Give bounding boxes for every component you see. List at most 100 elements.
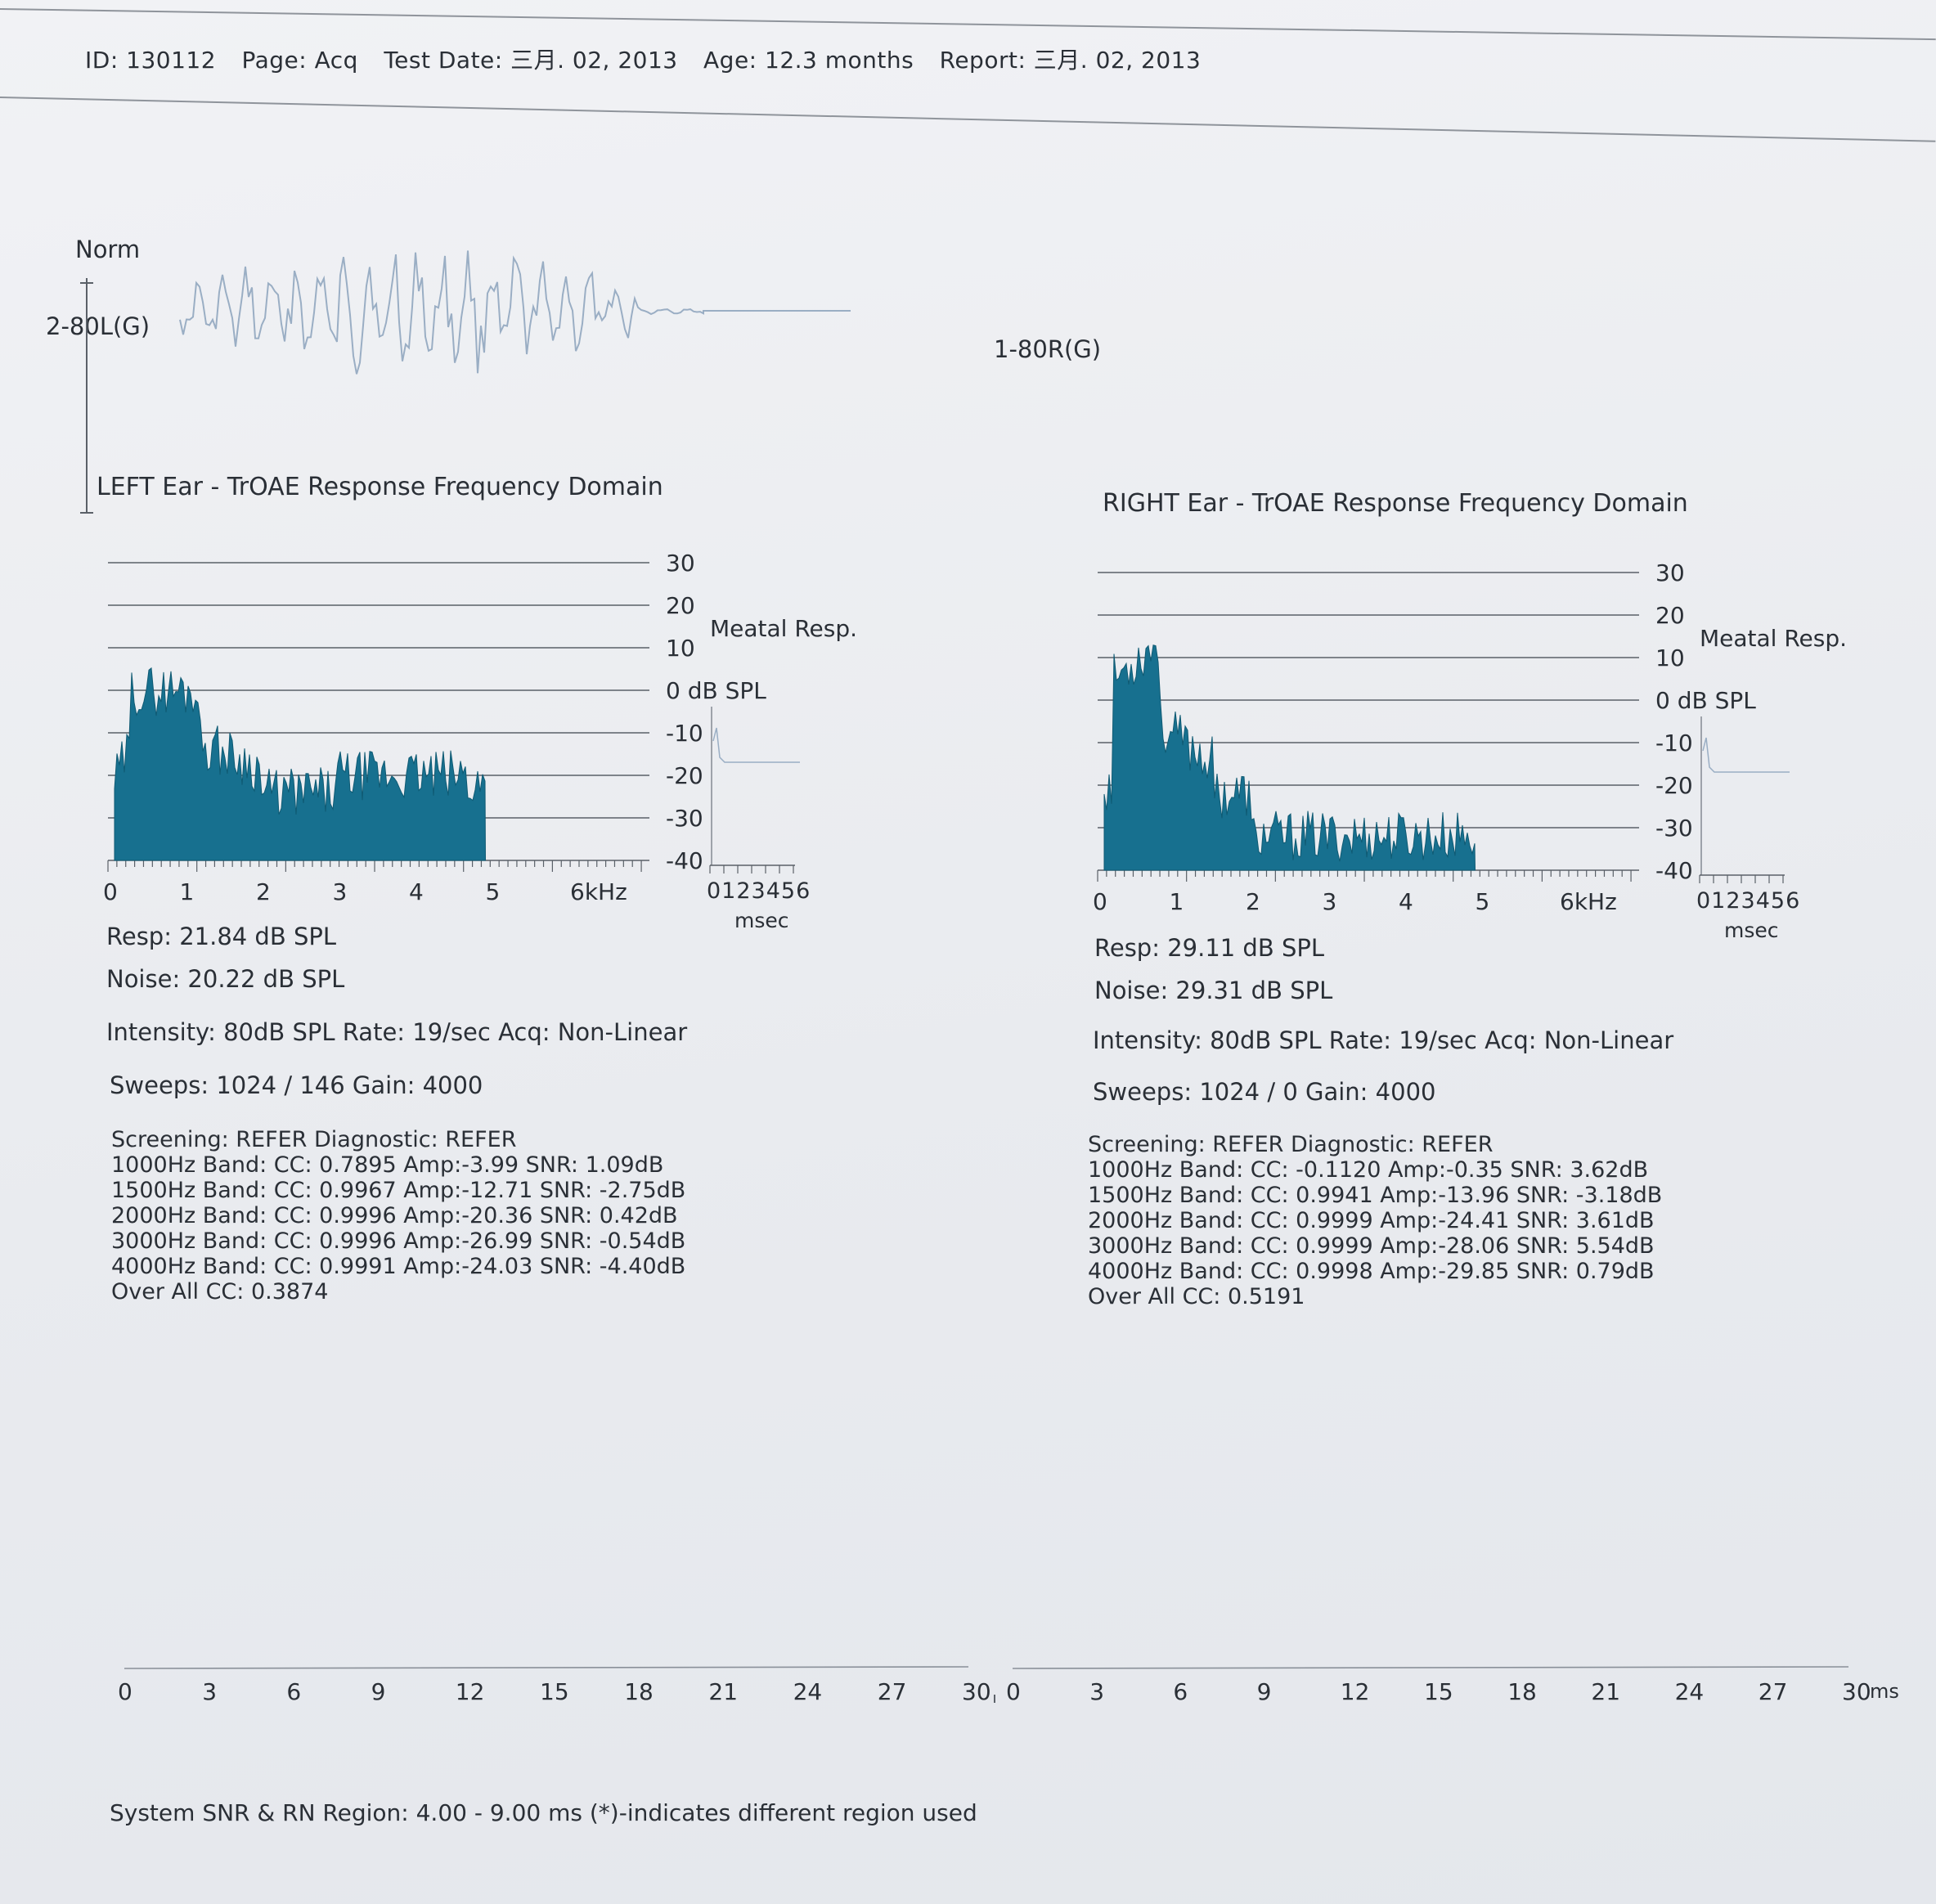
left-time-axis-tick-label: 3 <box>202 1678 217 1705</box>
right-time-axis-tick-label: 15 <box>1424 1678 1453 1705</box>
header-rule-bottom <box>0 97 1936 142</box>
meatal-tick-labels: 0123456 <box>707 878 811 904</box>
y-tick-label: 10 <box>666 635 695 662</box>
left-time-axis-tick-label: 9 <box>371 1678 386 1705</box>
meatal-unit: msec <box>1724 918 1779 942</box>
right-time-axis-line <box>1012 1666 1849 1669</box>
left-noise: Noise: 20.22 dB SPL <box>106 965 345 993</box>
y-tick-label: -20 <box>666 762 703 789</box>
x-tick-label: 2 <box>256 878 271 905</box>
meatal-label: Meatal Resp. <box>1700 625 1847 652</box>
x-tick-label: 6kHz <box>570 878 627 905</box>
right-band-4000: 4000Hz Band: CC: 0.9998 Amp:-29.85 SNR: … <box>1088 1259 1655 1284</box>
right-noise: Noise: 29.31 dB SPL <box>1094 977 1333 1004</box>
header-rule-top <box>0 8 1936 41</box>
right-time-axis-tick-label: 18 <box>1507 1678 1537 1705</box>
y-tick-label: -10 <box>1655 730 1693 757</box>
y-tick-label: 20 <box>1655 602 1685 629</box>
right-band-results: Screening: REFER Diagnostic: REFER 1000H… <box>1088 1132 1662 1309</box>
waveform-axis-foot <box>80 512 93 514</box>
right-frequency-chart: 30 20 10 0 dB SPL -10 -20 -30 -40 0 1 2 3 4 5 6kHz Meat… <box>1093 559 1847 942</box>
left-sweeps: Sweeps: 1024 / 146 Gain: 4000 <box>110 1071 483 1099</box>
right-time-axis-tick-label: 30 <box>1842 1678 1871 1705</box>
footer-note: System SNR & RN Region: 4.00 - 9.00 ms (… <box>110 1799 977 1826</box>
meatal-tick-labels: 0123456 <box>1696 888 1800 914</box>
y-tick-label: 0 dB SPL <box>666 677 766 704</box>
left-time-axis-tick-label: 30 <box>962 1678 991 1705</box>
right-time-axis-tick-label: 21 <box>1591 1678 1620 1705</box>
x-tick-label: 4 <box>409 878 424 905</box>
left-band-3000: 3000Hz Band: CC: 0.9996 Amp:-26.99 SNR: … <box>111 1228 686 1254</box>
x-tick-label: 3 <box>1323 888 1337 915</box>
left-intensity: Intensity: 80dB SPL Rate: 19/sec Acq: No… <box>106 1018 688 1046</box>
right-band-2000: 2000Hz Band: CC: 0.9999 Amp:-24.41 SNR: … <box>1088 1208 1655 1233</box>
left-band-results: Screening: REFER Diagnostic: REFER 1000H… <box>111 1127 685 1305</box>
x-tick-label: 0 <box>1093 888 1107 915</box>
time-unit: ms <box>1870 1680 1899 1703</box>
norm-label: Norm <box>75 236 141 263</box>
left-screening: Screening: REFER Diagnostic: REFER <box>111 1127 517 1152</box>
left-time-axis-tick-label: 0 <box>118 1678 133 1705</box>
left-time-axis-line <box>124 1666 969 1669</box>
left-time-axis-tick-label: 27 <box>878 1678 907 1705</box>
left-band-1000: 1000Hz Band: CC: 0.7895 Amp:-3.99 SNR: 1… <box>111 1152 664 1178</box>
y-tick-label: -30 <box>666 805 703 832</box>
x-tick-label: 3 <box>333 878 348 905</box>
y-tick-label: -40 <box>1655 857 1693 884</box>
report-header: ID: 130112 Page: Acq Test Date: 三月. 02, … <box>85 43 1219 75</box>
left-time-axis-tick-label: 12 <box>456 1678 485 1705</box>
right-channel-label: 1-80R(G) <box>994 335 1102 363</box>
x-tick-label: 5 <box>1476 888 1490 915</box>
report-date: Report: 三月. 02, 2013 <box>939 47 1202 74</box>
x-tick-label: 4 <box>1399 888 1413 915</box>
right-intensity: Intensity: 80dB SPL Rate: 19/sec Acq: No… <box>1093 1026 1674 1054</box>
right-band-1000: 1000Hz Band: CC: -0.1120 Amp:-0.35 SNR: … <box>1088 1157 1649 1183</box>
left-frequency-chart: 30 20 10 0 dB SPL -10 -20 -30 -40 0 1 2 3 4 5 6kHz Meat… <box>103 550 857 932</box>
y-tick-label: -20 <box>1655 772 1693 799</box>
meatal-trace <box>712 727 800 763</box>
right-band-3000: 3000Hz Band: CC: 0.9999 Amp:-28.06 SNR: … <box>1088 1233 1655 1259</box>
meatal-unit: msec <box>734 909 789 932</box>
waveform-trace <box>179 250 851 375</box>
x-tick-label: 1 <box>1170 888 1184 915</box>
left-band-2000: 2000Hz Band: CC: 0.9996 Amp:-20.36 SNR: … <box>111 1203 678 1228</box>
left-time-axis-tick-label: 24 <box>793 1678 823 1705</box>
x-tick-label: 6kHz <box>1560 888 1617 915</box>
response-spectrum <box>114 667 487 861</box>
left-chart-title: LEFT Ear - TrOAE Response Frequency Doma… <box>97 473 663 501</box>
right-time-axis-tick-label: 0 <box>1006 1678 1021 1705</box>
right-overall-cc: Over All CC: 0.5191 <box>1088 1284 1305 1309</box>
left-band-4000: 4000Hz Band: CC: 0.9991 Amp:-24.03 SNR: … <box>111 1254 686 1279</box>
y-tick-label: -30 <box>1655 815 1693 842</box>
y-tick-label: -10 <box>666 720 703 747</box>
test-date: Test Date: 三月. 02, 2013 <box>384 47 678 74</box>
patient-id: ID: 130112 <box>85 47 217 74</box>
left-band-1500: 1500Hz Band: CC: 0.9967 Amp:-12.71 SNR: … <box>111 1178 686 1203</box>
left-resp: Resp: 21.84 dB SPL <box>106 923 337 950</box>
right-time-axis-tick-label: 9 <box>1257 1678 1272 1705</box>
left-time-axis-tick-label: 21 <box>708 1678 738 1705</box>
x-tick-label: 5 <box>486 878 501 905</box>
right-resp: Resp: 29.11 dB SPL <box>1094 934 1325 962</box>
page-label: Page: Acq <box>241 47 358 74</box>
y-tick-label: 30 <box>666 550 695 577</box>
left-channel-label: 2-80L(G) <box>46 312 150 340</box>
right-time-axis-tick-label: 6 <box>1173 1678 1188 1705</box>
x-tick-label: 0 <box>103 878 118 905</box>
right-time-axis-tick-label: 12 <box>1341 1678 1370 1705</box>
y-tick-label: -40 <box>666 847 703 874</box>
x-tick-label: 2 <box>1246 888 1260 915</box>
left-time-axis-tick-label: 6 <box>286 1678 301 1705</box>
right-band-1500: 1500Hz Band: CC: 0.9941 Amp:-13.96 SNR: … <box>1088 1183 1663 1208</box>
right-time-axis-tick-label: 24 <box>1675 1678 1705 1705</box>
left-overall-cc: Over All CC: 0.3874 <box>111 1279 329 1305</box>
y-tick-label: 10 <box>1655 644 1685 671</box>
meatal-label: Meatal Resp. <box>710 615 857 642</box>
time-waveform <box>80 250 851 450</box>
waveform-axis-ext <box>86 450 88 514</box>
patient-age: Age: 12.3 months <box>703 47 914 74</box>
x-tick-label: 1 <box>180 878 195 905</box>
y-tick-label: 30 <box>1655 559 1685 586</box>
